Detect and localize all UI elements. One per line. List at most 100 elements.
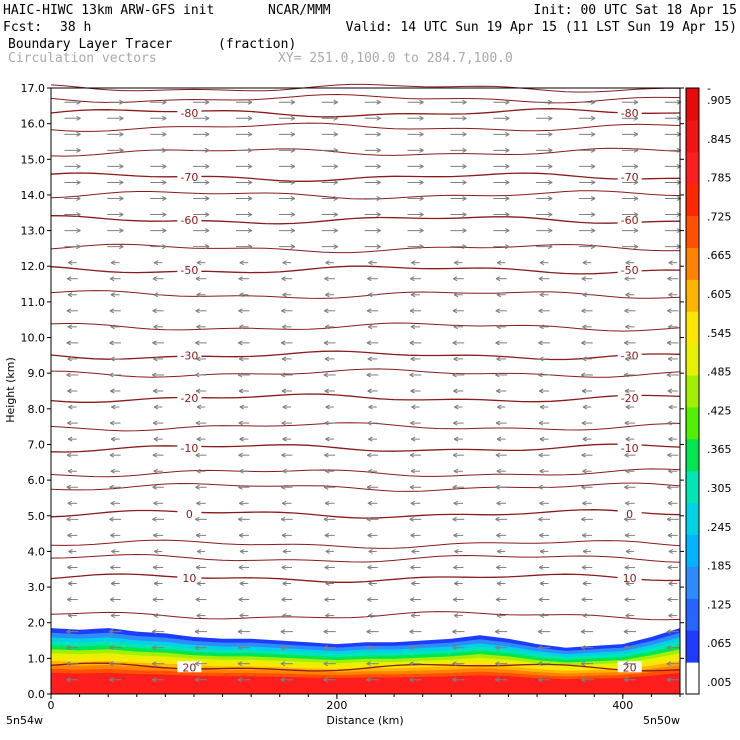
vector-arrowhead [194, 645, 200, 651]
vector-arrowhead [333, 147, 338, 153]
vector-arrowhead [110, 532, 115, 538]
vector-arrowhead [194, 661, 200, 667]
vector-arrowhead [76, 180, 81, 185]
vector-arrowhead [110, 468, 116, 474]
colorbar-swatch [686, 566, 699, 599]
vector-arrowhead [195, 452, 200, 458]
vector-arrowhead [409, 308, 415, 314]
vector-arrowhead [153, 260, 159, 266]
vector-arrowhead [290, 228, 296, 234]
vector-arrowhead [368, 292, 373, 298]
contour-label-bg [617, 263, 642, 275]
vector-arrowhead [324, 420, 329, 426]
vector-arrowhead [325, 292, 330, 298]
vector-arrowhead [325, 260, 330, 266]
vector-arrowhead [453, 292, 459, 298]
vector-arrowhead [204, 147, 210, 153]
vector-arrowhead [238, 340, 243, 346]
vector-arrowhead [152, 565, 158, 570]
vector-arrowhead [67, 292, 73, 298]
y-tick-label: 14.0 [21, 189, 46, 202]
vector-arrowhead [280, 645, 286, 651]
vector-arrowhead [195, 420, 201, 426]
vector-arrowhead [452, 308, 458, 314]
vector-arrowhead [495, 516, 500, 522]
vector-arrowhead [410, 388, 415, 394]
vector-arrowhead [411, 581, 416, 586]
vector-arrowhead [452, 452, 458, 458]
vector-arrowhead [667, 597, 672, 602]
vector-arrowhead [497, 548, 502, 554]
contour-line [50, 122, 681, 132]
colorbar-label: .485 [707, 366, 732, 379]
vector-arrowhead [495, 645, 500, 651]
vector-arrowhead [67, 532, 72, 538]
vector-arrowhead [633, 180, 639, 185]
vector-arrowhead [623, 645, 629, 651]
vector-arrowhead [119, 115, 124, 121]
vector-arrowhead [666, 340, 672, 346]
vector-arrowhead [547, 244, 553, 250]
vector-arrowhead [623, 677, 629, 683]
vector-arrowhead [333, 180, 338, 185]
vector-arrowhead [290, 147, 296, 153]
vector-arrowhead [623, 661, 629, 667]
vector-arrowhead [538, 597, 544, 602]
vector-arrowhead [582, 468, 587, 474]
colorbar-label: .425 [707, 404, 732, 417]
vector-arrowhead [195, 388, 201, 394]
vector-arrowhead [238, 597, 243, 602]
vector-arrowhead [590, 228, 596, 234]
vector-arrowhead [247, 244, 253, 250]
vector-arrowhead [325, 613, 330, 619]
y-tick-label: 16.0 [21, 118, 46, 131]
vector-arrowhead [238, 565, 244, 570]
vector-arrowhead [152, 452, 158, 458]
vector-arrowhead [668, 324, 673, 330]
vector-arrowhead [409, 645, 414, 651]
vector-arrowhead [590, 99, 596, 105]
vector-arrowhead [281, 452, 286, 458]
vector-arrowhead [454, 548, 459, 554]
contour-label-bg [177, 392, 202, 404]
vector-arrowhead [247, 99, 253, 105]
contour-label: -20 [621, 392, 639, 405]
vector-arrowhead [333, 196, 338, 201]
temperature-contours: -80 -80-70 -70-60 -60-50 -50-30 -30-20 -20-10-… [50, 83, 681, 674]
contour-line [50, 482, 681, 492]
colorbar-swatch [686, 183, 699, 217]
vector-arrowhead [590, 180, 596, 185]
colorbar-swatch [686, 279, 699, 312]
contour-label: -10 [621, 442, 639, 455]
vector-arrowhead [204, 131, 210, 137]
vector-arrowhead [666, 372, 672, 378]
vector-arrowhead [153, 404, 159, 410]
vector-arrowhead [282, 292, 287, 298]
vector-arrowhead [582, 500, 587, 506]
vector-arrowhead [204, 163, 210, 169]
vector-arrowhead [667, 565, 672, 570]
vector-arrowhead [66, 597, 72, 602]
plot-area: -80 -80-70 -70-60 -60-50 -50-30 -30-20 -20-10-… [50, 83, 682, 695]
vector-arrowhead [366, 308, 372, 314]
vector-arrowhead [196, 500, 201, 506]
y-tick-label: 1.0 [28, 652, 46, 665]
tracer-band [51, 672, 680, 694]
vector-arrowhead [366, 661, 371, 667]
vector-arrowhead [366, 629, 371, 635]
contour-label: -30 [621, 349, 639, 362]
vector-arrowhead [580, 629, 586, 635]
vector-arrowhead [462, 115, 467, 121]
vector-arrowhead [67, 565, 72, 570]
vector-arrowhead [76, 131, 81, 137]
vector-arrowhead [462, 99, 467, 105]
vector-arrowhead [110, 260, 116, 266]
vector-arrowhead [195, 484, 200, 490]
vector-arrowhead [409, 340, 415, 346]
vector-arrowhead [76, 196, 81, 201]
vector-arrowhead [505, 147, 510, 153]
fcst-value: 38 h [60, 20, 91, 35]
colorbar-label: .785 [707, 172, 732, 185]
vector-arrowhead [68, 404, 73, 410]
